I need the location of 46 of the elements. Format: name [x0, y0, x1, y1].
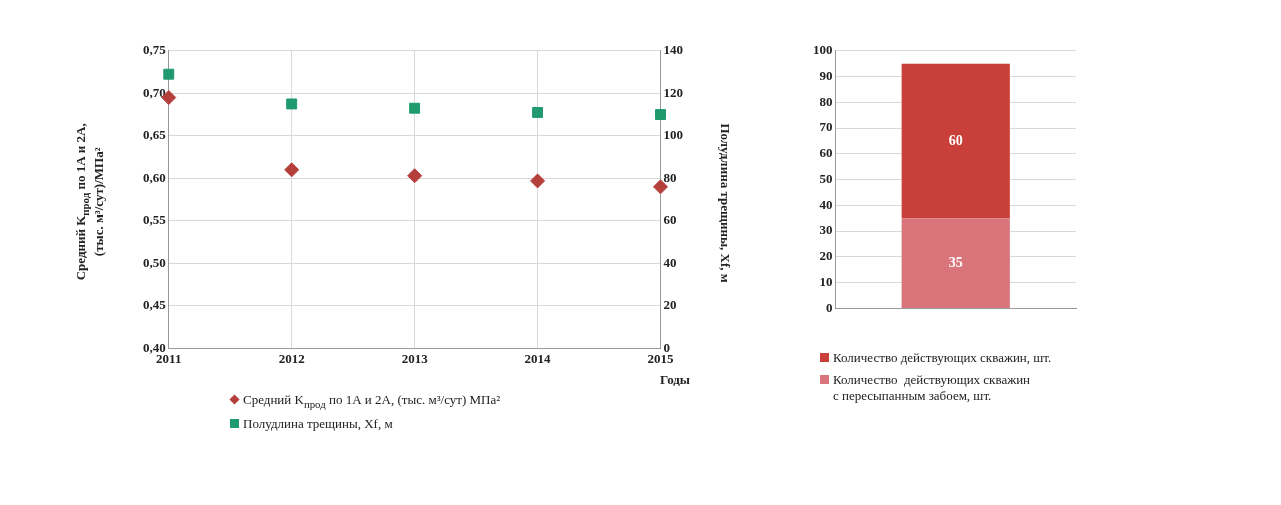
y-tick-label: 0,55	[143, 212, 167, 228]
data-label: 35	[948, 254, 963, 270]
point	[163, 68, 175, 80]
y2-tick-label: 120	[663, 84, 683, 100]
y2-tick-label: 20	[663, 297, 677, 313]
y-tick-label: 0,45	[143, 297, 167, 313]
y-tick-label: 0,65	[143, 127, 167, 143]
legend-label: Количество действующих скважин, шт.	[833, 350, 1052, 366]
y-tick-label: 0	[826, 299, 833, 315]
point	[284, 162, 300, 178]
legend-label: Количество действующих скважин с пересыпанным забоем, шт.	[833, 372, 1031, 404]
legend-label: Средний K$_{прод}$ по 1А и 2А, (тыс. м³/сут) МПа²	[243, 392, 501, 410]
y2-axis-title: Полудлина трещины, Xf, м	[717, 122, 733, 285]
y-tick-label: 0,75	[143, 42, 167, 58]
y-tick-label: 100	[813, 42, 833, 58]
y-tick-label: 10	[819, 274, 833, 289]
y-tick-label: 80	[819, 93, 833, 109]
y-tick-label: 30	[819, 222, 833, 238]
y2-tick-label: 60	[663, 212, 677, 228]
y-tick-label: 50	[819, 170, 833, 186]
y2-tick-label: 140	[663, 42, 683, 58]
y-tick-label: 70	[819, 119, 833, 135]
y-tick-label: 0,70	[143, 84, 166, 100]
point	[655, 109, 666, 121]
y-tick-label: 0,40	[143, 339, 166, 355]
y-tick-label: 0,60	[143, 169, 166, 185]
data-label: 60	[948, 132, 963, 148]
x-tick-label: 2014	[524, 350, 552, 366]
legend-label: Полудлина трещины, Xf, м	[243, 415, 393, 432]
y-tick-label: 60	[819, 145, 833, 161]
y2-tick-label: 0	[663, 339, 670, 355]
point	[407, 168, 423, 184]
y-tick-label: 20	[819, 248, 833, 264]
x-tick-label: 2012	[278, 350, 305, 366]
point	[532, 107, 544, 118]
point	[409, 102, 421, 114]
y2-tick-label: 100	[663, 127, 683, 143]
y-tick-label: 0,50	[143, 254, 166, 270]
x-tick-label: 2013	[401, 350, 429, 366]
point	[286, 98, 298, 110]
x-axis-title: Годы	[660, 372, 690, 388]
y-tick-label: 40	[819, 196, 833, 212]
point	[530, 173, 546, 189]
y2-tick-label: 80	[663, 169, 677, 185]
y-tick-label: 90	[819, 67, 833, 83]
y2-tick-label: 40	[663, 254, 677, 270]
